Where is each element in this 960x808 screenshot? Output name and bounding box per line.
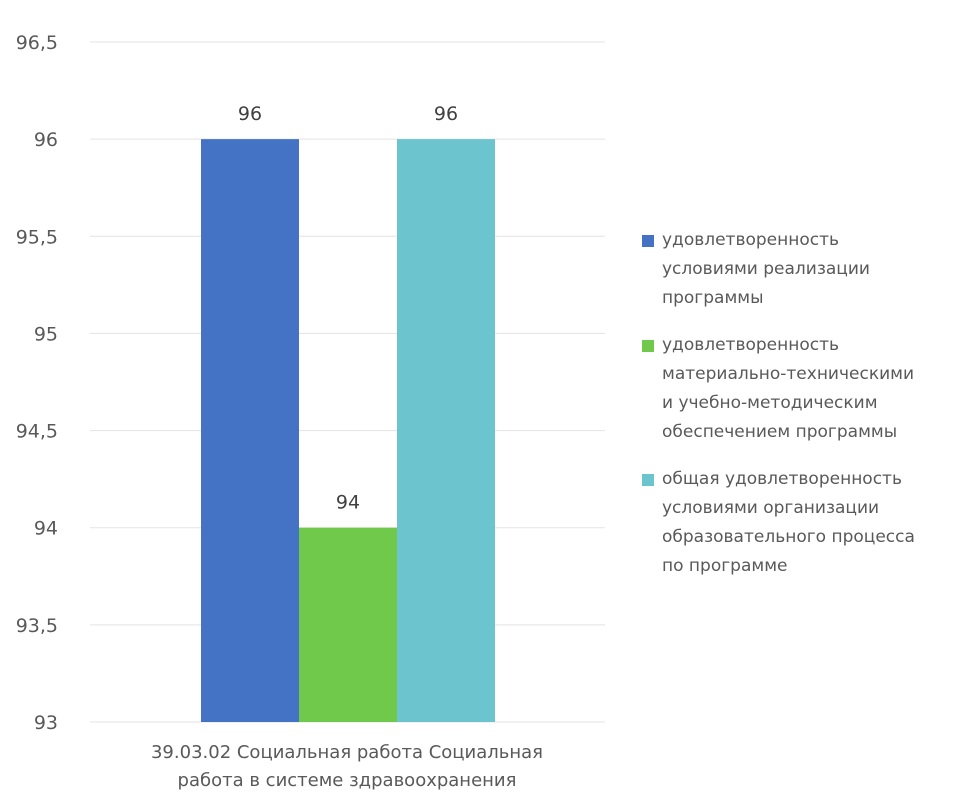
data-label: 96	[238, 103, 262, 125]
legend-label-line: материально-техническими	[662, 364, 915, 384]
y-axis-tick-labels: 96,5 96 95,5 95 94,5 94 93,5 93	[16, 32, 58, 734]
legend-label-line: и учебно-методическим	[662, 393, 878, 413]
data-label: 96	[434, 103, 458, 125]
data-labels: 96 94 96	[238, 103, 458, 514]
legend-label: общая удовлетворенность условиями организ…	[662, 465, 952, 581]
legend: удовлетворенность условиями реализации про…	[638, 226, 956, 599]
y-tick-label: 94,5	[16, 421, 58, 443]
legend-label: удовлетворенность условиями реализации про…	[662, 226, 952, 313]
y-tick-label: 93,5	[16, 615, 58, 637]
y-tick-label: 96,5	[16, 32, 58, 54]
y-tick-label: 95,5	[16, 226, 58, 248]
y-tick-label: 96	[34, 129, 58, 151]
legend-label-line: образовательного процесса	[662, 527, 915, 547]
legend-label-line: по программе	[662, 556, 788, 576]
legend-label: удовлетворенность материально-техническим…	[662, 331, 952, 447]
bars	[201, 139, 495, 723]
y-tick-label: 93	[34, 712, 58, 734]
legend-label-line: общая удовлетворенность	[662, 469, 902, 489]
legend-label-line: условиями реализации	[662, 259, 870, 279]
data-label: 94	[336, 492, 360, 514]
y-tick-label: 95	[34, 323, 58, 345]
legend-item: удовлетворенность условиями реализации про…	[638, 226, 956, 313]
y-tick-label: 94	[34, 518, 58, 540]
category-label-line: работа в системе здравоохранения	[178, 770, 517, 791]
legend-swatch	[642, 474, 654, 486]
legend-item: удовлетворенность материально-техническим…	[638, 331, 956, 447]
legend-swatch	[642, 235, 654, 247]
bar-series-2	[299, 527, 397, 722]
bar-series-3	[397, 139, 495, 723]
legend-label-line: обеспечением программы	[662, 422, 898, 442]
x-axis-category-label: 39.03.02 Социальная работа Социальная раб…	[151, 742, 543, 791]
legend-swatch	[642, 340, 654, 352]
legend-label-line: удовлетворенность	[662, 230, 840, 250]
legend-item: общая удовлетворенность условиями организ…	[638, 465, 956, 581]
category-label-line: 39.03.02 Социальная работа Социальная	[151, 742, 543, 763]
bar-series-1	[201, 139, 299, 723]
legend-label-line: удовлетворенность	[662, 335, 840, 355]
legend-label-line: программы	[662, 288, 764, 308]
legend-label-line: условиями организации	[662, 498, 880, 518]
